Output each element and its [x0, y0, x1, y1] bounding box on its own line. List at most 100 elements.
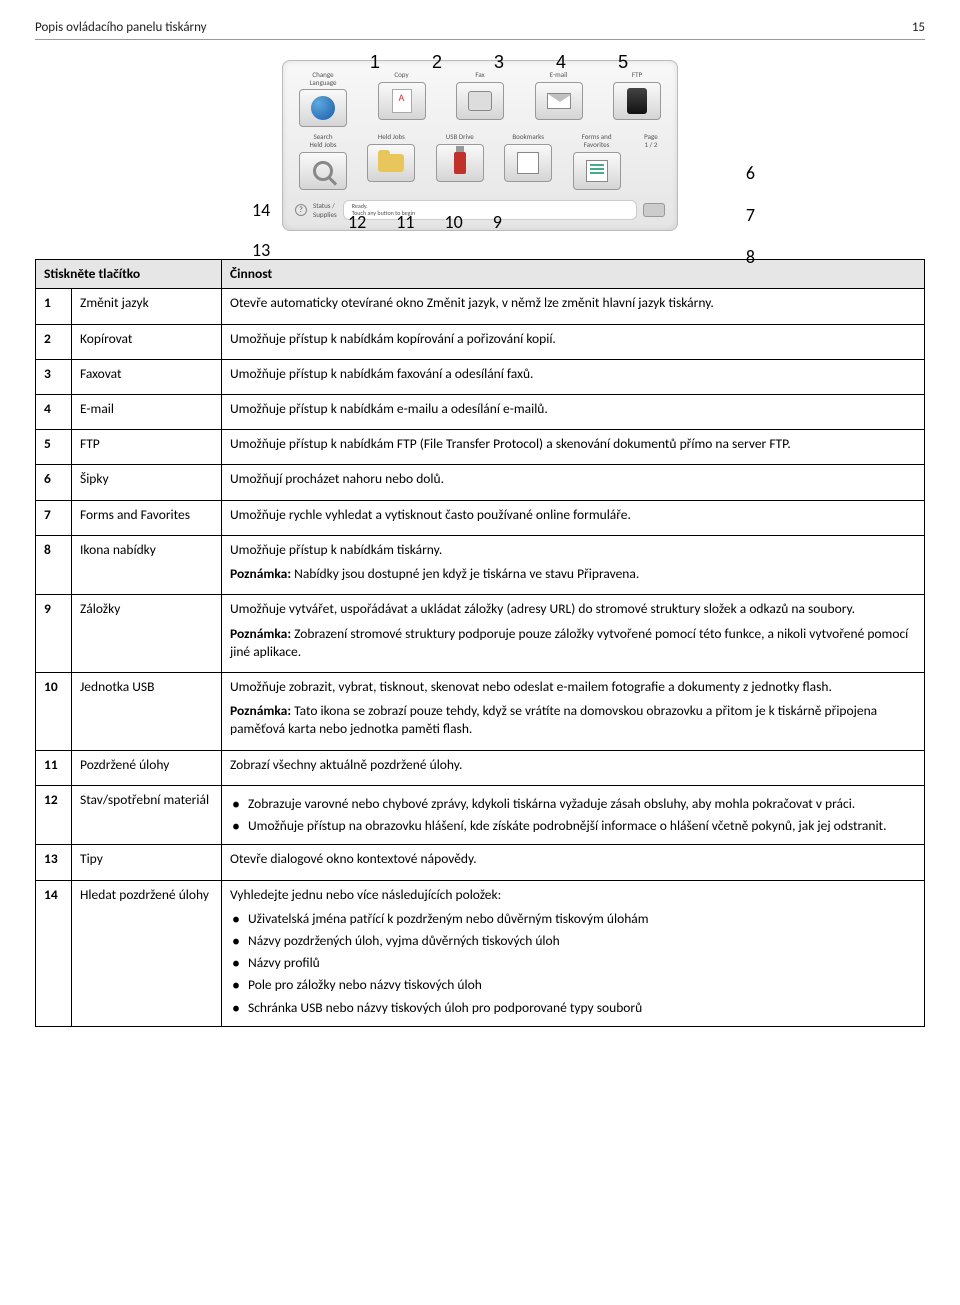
usb-icon	[454, 152, 466, 174]
table-row: 4E-mailUmožňuje přístup k nabídkám e-mai…	[36, 395, 925, 430]
table-row: 9ZáložkyUmožňuje vytvářet, uspořádávat a…	[36, 595, 925, 673]
panel-icon-copy: Copy	[372, 71, 432, 127]
panel-page-indicator: Page 1 / 2	[635, 133, 667, 189]
description-text: Umožňuje přístup k nabídkám FTP (File Tr…	[230, 435, 916, 453]
table-row: 6Šipky Umožňují procházet nahoru nebo dol…	[36, 465, 925, 500]
panel-icon-usb: USB Drive	[430, 133, 490, 189]
row-number: 10	[36, 672, 72, 750]
row-number: 2	[36, 324, 72, 359]
row-number: 9	[36, 595, 72, 673]
description-note: Poznámka: Tato ikona se zobrazí pouze te…	[230, 702, 916, 738]
table-header-action: Činnost	[222, 260, 925, 289]
row-name: Ikona nabídky	[72, 535, 222, 594]
callouts-right: 6 7 8	[746, 152, 755, 278]
description-text: Zobrazí všechny aktuálně pozdržené úlohy…	[230, 756, 916, 774]
callout-number: 12	[348, 211, 366, 233]
page-header: Popis ovládacího panelu tiskárny 15	[35, 20, 925, 40]
ftp-icon	[627, 88, 647, 114]
description-text: Umožňuje rychle vyhledat a vytisknout ča…	[230, 506, 916, 524]
description-text: Umožňuje přístup k nabídkám kopírování a…	[230, 330, 916, 348]
row-description: Umožňuje zobrazit, vybrat, tisknout, ske…	[222, 672, 925, 750]
description-list: Uživatelská jména patřící k pozdrženým n…	[230, 910, 916, 1017]
callout-number: 2	[432, 52, 442, 73]
bookmark-icon	[517, 152, 539, 174]
touch-panel: Change Language Copy Fax E-mail FTP Sear…	[282, 60, 678, 231]
list-item: Názvy profilů	[248, 954, 916, 972]
row-description: Otevře dialogové okno kontextové nápověd…	[222, 845, 925, 880]
row-description: Umožňují procházet nahoru nebo dolů.	[222, 465, 925, 500]
panel-icon-email: E-mail	[529, 71, 589, 127]
row-description: Otevře automaticky otevírané okno Změnit…	[222, 289, 925, 324]
search-icon	[313, 161, 333, 181]
panel-row-2: Search Held Jobs Held Jobs USB Drive Boo…	[293, 133, 667, 189]
folder-icon	[378, 154, 404, 172]
table-row: 12Stav/spotřební materiálZobrazuje varov…	[36, 785, 925, 844]
description-text: Umožňuje přístup k nabídkám e-mailu a od…	[230, 400, 916, 418]
help-icon: ?	[295, 204, 307, 216]
panel-icon-ftp: FTP	[607, 71, 667, 127]
row-number: 5	[36, 430, 72, 465]
row-number: 11	[36, 750, 72, 785]
callout-number: 8	[746, 236, 755, 278]
callouts-left: 14 13	[252, 190, 270, 270]
list-item: Schránka USB nebo názvy tiskových úloh p…	[248, 999, 916, 1017]
row-name: Jednotka USB	[72, 672, 222, 750]
row-name: Šipky	[72, 465, 222, 500]
callout-number: 10	[445, 211, 463, 233]
row-number: 4	[36, 395, 72, 430]
function-table: Stiskněte tlačítko Činnost 1Změnit jazyk…	[35, 259, 925, 1027]
description-text: Umožňují procházet nahoru nebo dolů.	[230, 470, 916, 488]
row-description: Umožňuje vytvářet, uspořádávat a ukládat…	[222, 595, 925, 673]
callout-number: 14	[252, 190, 270, 230]
description-text: Otevře dialogové okno kontextové nápověd…	[230, 850, 916, 868]
callout-number: 6	[746, 152, 755, 194]
panel-icon-search-held: Search Held Jobs	[293, 133, 353, 189]
row-name: Stav/spotřební materiál	[72, 785, 222, 844]
row-description: Umožňuje přístup k nabídkám FTP (File Tr…	[222, 430, 925, 465]
row-number: 6	[36, 465, 72, 500]
header-title: Popis ovládacího panelu tiskárny	[35, 20, 207, 35]
table-row: 14Hledat pozdržené úlohyVyhledejte jednu…	[36, 880, 925, 1026]
row-number: 3	[36, 359, 72, 394]
row-number: 7	[36, 500, 72, 535]
description-text: Umožňuje přístup k nabídkám faxování a o…	[230, 365, 916, 383]
row-name: Tipy	[72, 845, 222, 880]
description-text: Umožňuje přístup k nabídkám tiskárny.	[230, 541, 916, 559]
globe-icon	[311, 96, 335, 120]
table-row: 7Forms and FavoritesUmožňuje rychle vyhl…	[36, 500, 925, 535]
document-icon	[392, 89, 412, 113]
description-text: Umožňuje zobrazit, vybrat, tisknout, ske…	[230, 678, 916, 696]
table-row: 1Změnit jazykOtevře automaticky otevíran…	[36, 289, 925, 324]
description-note: Poznámka: Zobrazení stromové struktury p…	[230, 625, 916, 661]
table-row: 5FTP Umožňuje přístup k nabídkám FTP (Fil…	[36, 430, 925, 465]
row-number: 14	[36, 880, 72, 1026]
row-name: FTP	[72, 430, 222, 465]
row-number: 13	[36, 845, 72, 880]
table-row: 13Tipy Otevře dialogové okno kontextové n…	[36, 845, 925, 880]
control-panel-diagram: 1 2 3 4 5 6 7 8 14 13 Change Language Co…	[200, 60, 760, 231]
description-list: Zobrazuje varovné nebo chybové zprávy, k…	[230, 795, 916, 835]
row-name: Kopírovat	[72, 324, 222, 359]
list-item: Názvy pozdržených úloh, vyjma důvěrných …	[248, 932, 916, 950]
row-name: Faxovat	[72, 359, 222, 394]
list-item: Pole pro záložky nebo názvy tiskových úl…	[248, 976, 916, 994]
row-description: Umožňuje rychle vyhledat a vytisknout ča…	[222, 500, 925, 535]
panel-icon-forms: Forms and Favorites	[567, 133, 627, 189]
callout-number: 9	[493, 211, 502, 233]
table-row: 11Pozdržené úlohyZobrazí všechny aktuáln…	[36, 750, 925, 785]
callouts-bottom: 12 11 10 9	[348, 211, 502, 233]
description-note: Poznámka: Nabídky jsou dostupné jen když…	[230, 565, 916, 583]
row-description: Umožňuje přístup k nabídkám faxování a o…	[222, 359, 925, 394]
status-supplies-label: Status / Supplies	[313, 201, 337, 219]
envelope-icon	[547, 93, 571, 109]
panel-icon-held-jobs: Held Jobs	[361, 133, 421, 189]
forms-icon	[586, 160, 608, 182]
row-description: Umožňuje přístup k nabídkám tiskárny. Poz…	[222, 535, 925, 594]
row-number: 8	[36, 535, 72, 594]
description-text: Umožňuje vytvářet, uspořádávat a ukládat…	[230, 600, 916, 618]
table-header-button: Stiskněte tlačítko	[36, 260, 222, 289]
row-description: Umožňuje přístup k nabídkám e-mailu a od…	[222, 395, 925, 430]
table-row: 3Faxovat Umožňuje přístup k nabídkám faxo…	[36, 359, 925, 394]
list-item: Uživatelská jména patřící k pozdrženým n…	[248, 910, 916, 928]
list-item: Umožňuje přístup na obrazovku hlášení, k…	[248, 817, 916, 835]
